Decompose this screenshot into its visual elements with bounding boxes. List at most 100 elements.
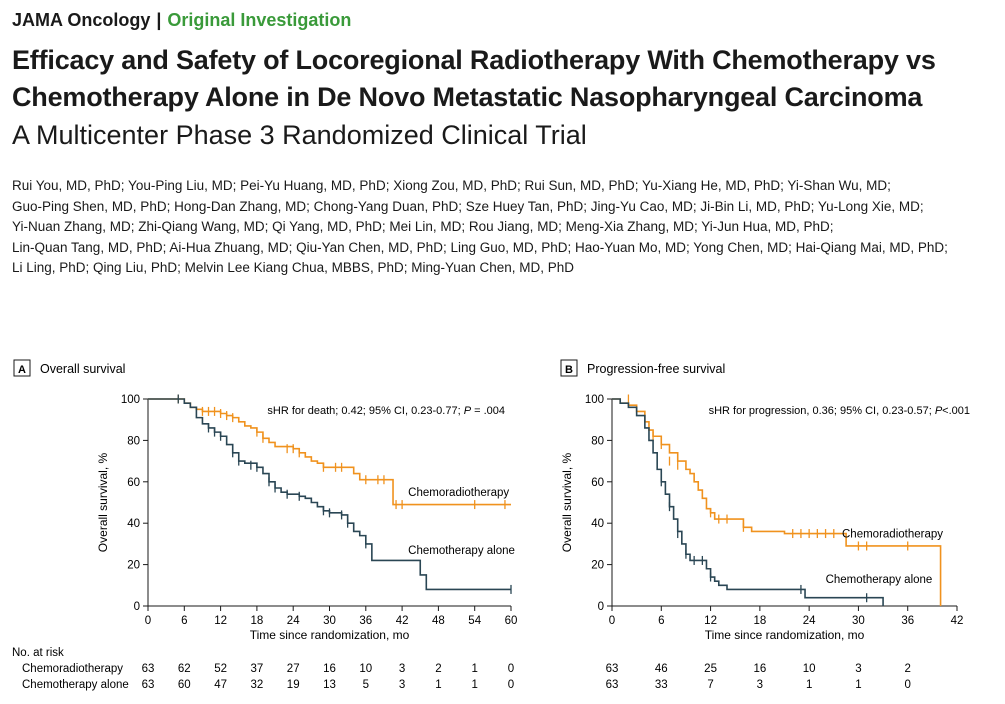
panel-b-at-risk-value: 2 — [905, 663, 911, 675]
panel-b-x-tick-label: 6 — [658, 615, 664, 627]
panel-b-at-risk-value: 33 — [655, 679, 668, 691]
panel-a-x-tick-label: 24 — [287, 615, 300, 627]
panel-b-x-tick-label: 24 — [803, 615, 816, 627]
article-title: Efficacy and Safety of Locoregional Radi… — [12, 42, 997, 116]
panel-a-at-risk-row-label: Chemoradiotherapy — [22, 663, 123, 675]
panel-b-x-tick-label: 12 — [704, 615, 717, 627]
panel-a-annotation-p: P — [464, 405, 472, 417]
panel-b-chemotherapy-alone-label: Chemotherapy alone — [826, 574, 933, 586]
panel-b-y-tick-label: 0 — [598, 601, 604, 613]
author-line: Yi-Nuan Zhang, MD; Zhi-Qiang Wang, MD; Q… — [12, 219, 834, 234]
title-line-2: Chemotherapy Alone in De Novo Metastatic… — [12, 82, 923, 112]
panel-b-at-risk-value: 1 — [806, 679, 812, 691]
panel-a-at-risk-value: 1 — [471, 679, 477, 691]
panel-b-at-risk-value: 1 — [855, 679, 861, 691]
panel-a-at-risk-value: 1 — [435, 679, 441, 691]
panel-a-at-risk-value: 2 — [435, 663, 441, 675]
panel-a-at-risk-value: 13 — [323, 679, 336, 691]
panel-b-x-tick-label: 42 — [951, 615, 964, 627]
panel-b-x-tick-label: 36 — [901, 615, 914, 627]
panel-b-x-tick-label: 30 — [852, 615, 865, 627]
panel-a-x-tick-label: 42 — [396, 615, 409, 627]
panel-b-at-risk-value: 3 — [855, 663, 861, 675]
panel-a-at-risk-value: 0 — [508, 679, 514, 691]
panel-b-title: Progression-free survival — [587, 362, 725, 376]
panel-a-at-risk-value: 63 — [142, 663, 155, 675]
panel-a-chemoradiotherapy-label: Chemoradiotherapy — [408, 487, 509, 499]
panel-a-x-tick-label: 12 — [214, 615, 227, 627]
panel-b-at-risk-value: 63 — [606, 679, 619, 691]
author-line: Lin-Quan Tang, MD, PhD; Ai-Hua Zhuang, M… — [12, 239, 948, 255]
author-line: Li Ling, PhD; Qing Liu, PhD; Melvin Lee … — [12, 260, 575, 275]
panel-a-x-tick-label: 48 — [432, 615, 445, 627]
panel-a-at-risk-value: 27 — [287, 663, 300, 675]
panel-b-at-risk-value: 25 — [704, 663, 717, 675]
panel-b-at-risk-value: 0 — [905, 679, 911, 691]
panel-a-badge-letter: A — [18, 364, 26, 376]
panel-a-at-risk-value: 63 — [142, 679, 155, 691]
panel-a-y-tick-label: 60 — [127, 477, 140, 489]
panel-b-hazard-annotation: sHR for progression, 0.36; 95% CI, 0.23-… — [709, 405, 970, 417]
panel-b-annotation-p-value: <.001 — [942, 405, 970, 417]
panel-a-at-risk-value: 1 — [471, 663, 477, 675]
panel-b-at-risk-value: 7 — [707, 679, 713, 691]
panel-a-annotation-text: sHR for death; 0.42; 95% CI, 0.23-0.77; — [267, 405, 463, 417]
panel-b-y-tick-label: 100 — [585, 394, 604, 406]
panel-a-x-tick-label: 6 — [181, 615, 187, 627]
panel-b-y-tick-label: 20 — [591, 560, 604, 572]
panel-b-y-tick-label: 80 — [591, 435, 604, 447]
panel-a-badge-box — [13, 359, 31, 377]
panel-a-y-tick-label: 20 — [127, 560, 140, 572]
panel-a-at-risk-value: 62 — [178, 663, 191, 675]
panel-a-title: Overall survival — [40, 362, 125, 376]
panel-b-chemotherapy-alone-curve — [612, 398, 884, 606]
panel-a-y-tick-label: 0 — [134, 601, 140, 613]
panel-b-at-risk-value: 46 — [655, 663, 668, 675]
panel-a-at-risk-value: 16 — [323, 663, 336, 675]
panel-a-y-tick-label: 100 — [121, 394, 140, 406]
panel-a-x-tick-label: 54 — [468, 615, 481, 627]
author-line: Rui You, MD, PhD; You-Ping Liu, MD; Pei-… — [12, 178, 891, 193]
panel-b-y-tick-label: 60 — [591, 477, 604, 489]
panel-a-chemotherapy-alone-label: Chemotherapy alone — [408, 545, 515, 557]
panel-a-at-risk-value: 0 — [508, 663, 514, 675]
panel-a-x-tick-label: 36 — [359, 615, 372, 627]
panel-a-at-risk-value: 60 — [178, 679, 191, 691]
panel-a-hazard-annotation: sHR for death; 0.42; 95% CI, 0.23-0.77; … — [267, 405, 505, 417]
panel-a-at-risk-value: 47 — [214, 679, 227, 691]
panel-b-at-risk-value: 63 — [606, 663, 619, 675]
panel-a-y-axis-label: Overall survival, % — [96, 452, 110, 552]
journal-name: JAMA Oncology — [12, 10, 151, 30]
panel-a-at-risk-value: 52 — [214, 663, 227, 675]
author-list: Rui You, MD, PhD; You-Ping Liu, MD; Pei-… — [12, 176, 997, 279]
panel-a-at-risk-value: 19 — [287, 679, 300, 691]
panel-b-x-axis-label: Time since randomization, mo — [705, 628, 865, 642]
panel-a-x-tick-label: 30 — [323, 615, 336, 627]
panel-b-badge-letter: B — [565, 364, 573, 376]
panel-b-at-risk-value: 10 — [803, 663, 816, 675]
at-risk-title: No. at risk — [12, 647, 64, 659]
panel-a-x-tick-label: 0 — [145, 615, 151, 627]
author-line: Guo-Ping Shen, MD, PhD; Hong-Dan Zhang, … — [12, 198, 924, 214]
panel-a-annotation-p-value: = .004 — [471, 405, 505, 417]
title-line-1: Efficacy and Safety of Locoregional Radi… — [12, 45, 936, 75]
panel-a-at-risk-value: 10 — [359, 663, 372, 675]
panel-b-y-axis-label: Overall survival, % — [560, 452, 574, 552]
panel-b-annotation-text: sHR for progression, 0.36; 95% CI, 0.23-… — [709, 405, 935, 417]
panel-a-y-tick-label: 80 — [127, 435, 140, 447]
panel-b-at-risk-value: 3 — [757, 679, 763, 691]
header-separator: | — [156, 10, 162, 30]
panel-a-at-risk-value: 37 — [251, 663, 264, 675]
panel-a-x-tick-label: 60 — [505, 615, 518, 627]
panel-b-x-tick-label: 0 — [609, 615, 615, 627]
journal-header: JAMA Oncology | Original Investigation — [12, 10, 351, 31]
panel-b-annotation-p: P — [935, 405, 943, 417]
panel-a-y-tick-label: 40 — [127, 518, 140, 530]
panel-b-chemoradiotherapy-label: Chemoradiotherapy — [842, 529, 943, 541]
article-category: Original Investigation — [167, 10, 352, 30]
panel-a-x-tick-label: 18 — [251, 615, 264, 627]
panel-b-badge-box — [560, 359, 578, 377]
panel-b-y-tick-label: 40 — [591, 518, 604, 530]
panel-a-at-risk-row-label: Chemotherapy alone — [22, 679, 129, 691]
